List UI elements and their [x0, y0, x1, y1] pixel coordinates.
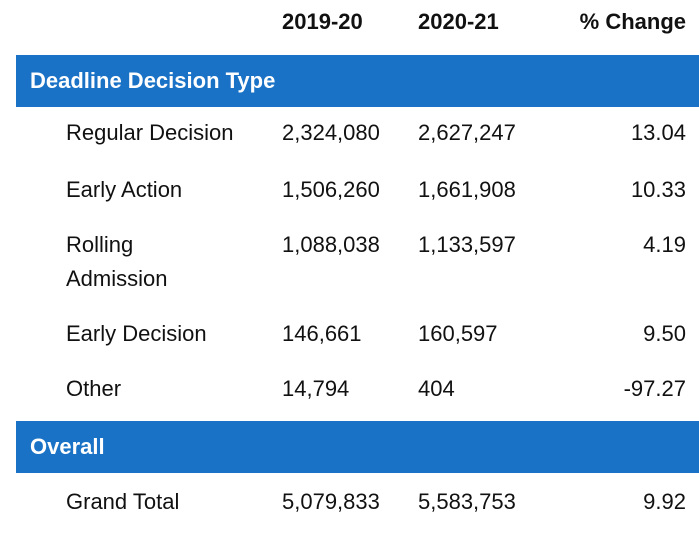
cell-value: 14,794 [282, 376, 350, 401]
cell-value: 2,324,080 [282, 120, 380, 145]
cell-change: 9.92 [643, 489, 686, 514]
row-label: Regular Decision [66, 120, 234, 145]
cell-value: 146,661 [282, 321, 362, 346]
cell-change: 10.33 [630, 177, 686, 202]
row-label: Rolling Admission [66, 232, 168, 291]
cell-value: 5,079,833 [282, 489, 380, 514]
section-title: Overall [30, 434, 105, 459]
cell-value: 160,597 [418, 321, 498, 346]
row-label: Other [66, 376, 122, 401]
column-header: 2020-21 [418, 9, 499, 34]
cell-value: 1,088,038 [282, 232, 380, 257]
cell-change: 9.50 [643, 321, 686, 346]
cell-value: 2,627,247 [418, 120, 516, 145]
column-header: 2019-20 [282, 9, 363, 34]
cell-change: 4.19 [643, 232, 686, 257]
cell-value: 1,661,908 [418, 177, 516, 202]
cell-value: 1,506,260 [282, 177, 380, 202]
row-label: Early Action [66, 177, 183, 202]
section-title: Deadline Decision Type [30, 68, 276, 93]
column-header: % Change [579, 9, 686, 34]
section-band: Deadline Decision Type [16, 55, 699, 107]
row-label: Early Decision [66, 321, 207, 346]
section-band: Overall [16, 421, 699, 473]
row-label: Grand Total [66, 489, 180, 514]
cell-value: 404 [418, 376, 455, 401]
cell-change: 13.04 [630, 120, 686, 145]
cell-change: -97.27 [623, 376, 686, 401]
cell-value: 1,133,597 [418, 232, 516, 257]
cell-value: 5,583,753 [418, 489, 516, 514]
